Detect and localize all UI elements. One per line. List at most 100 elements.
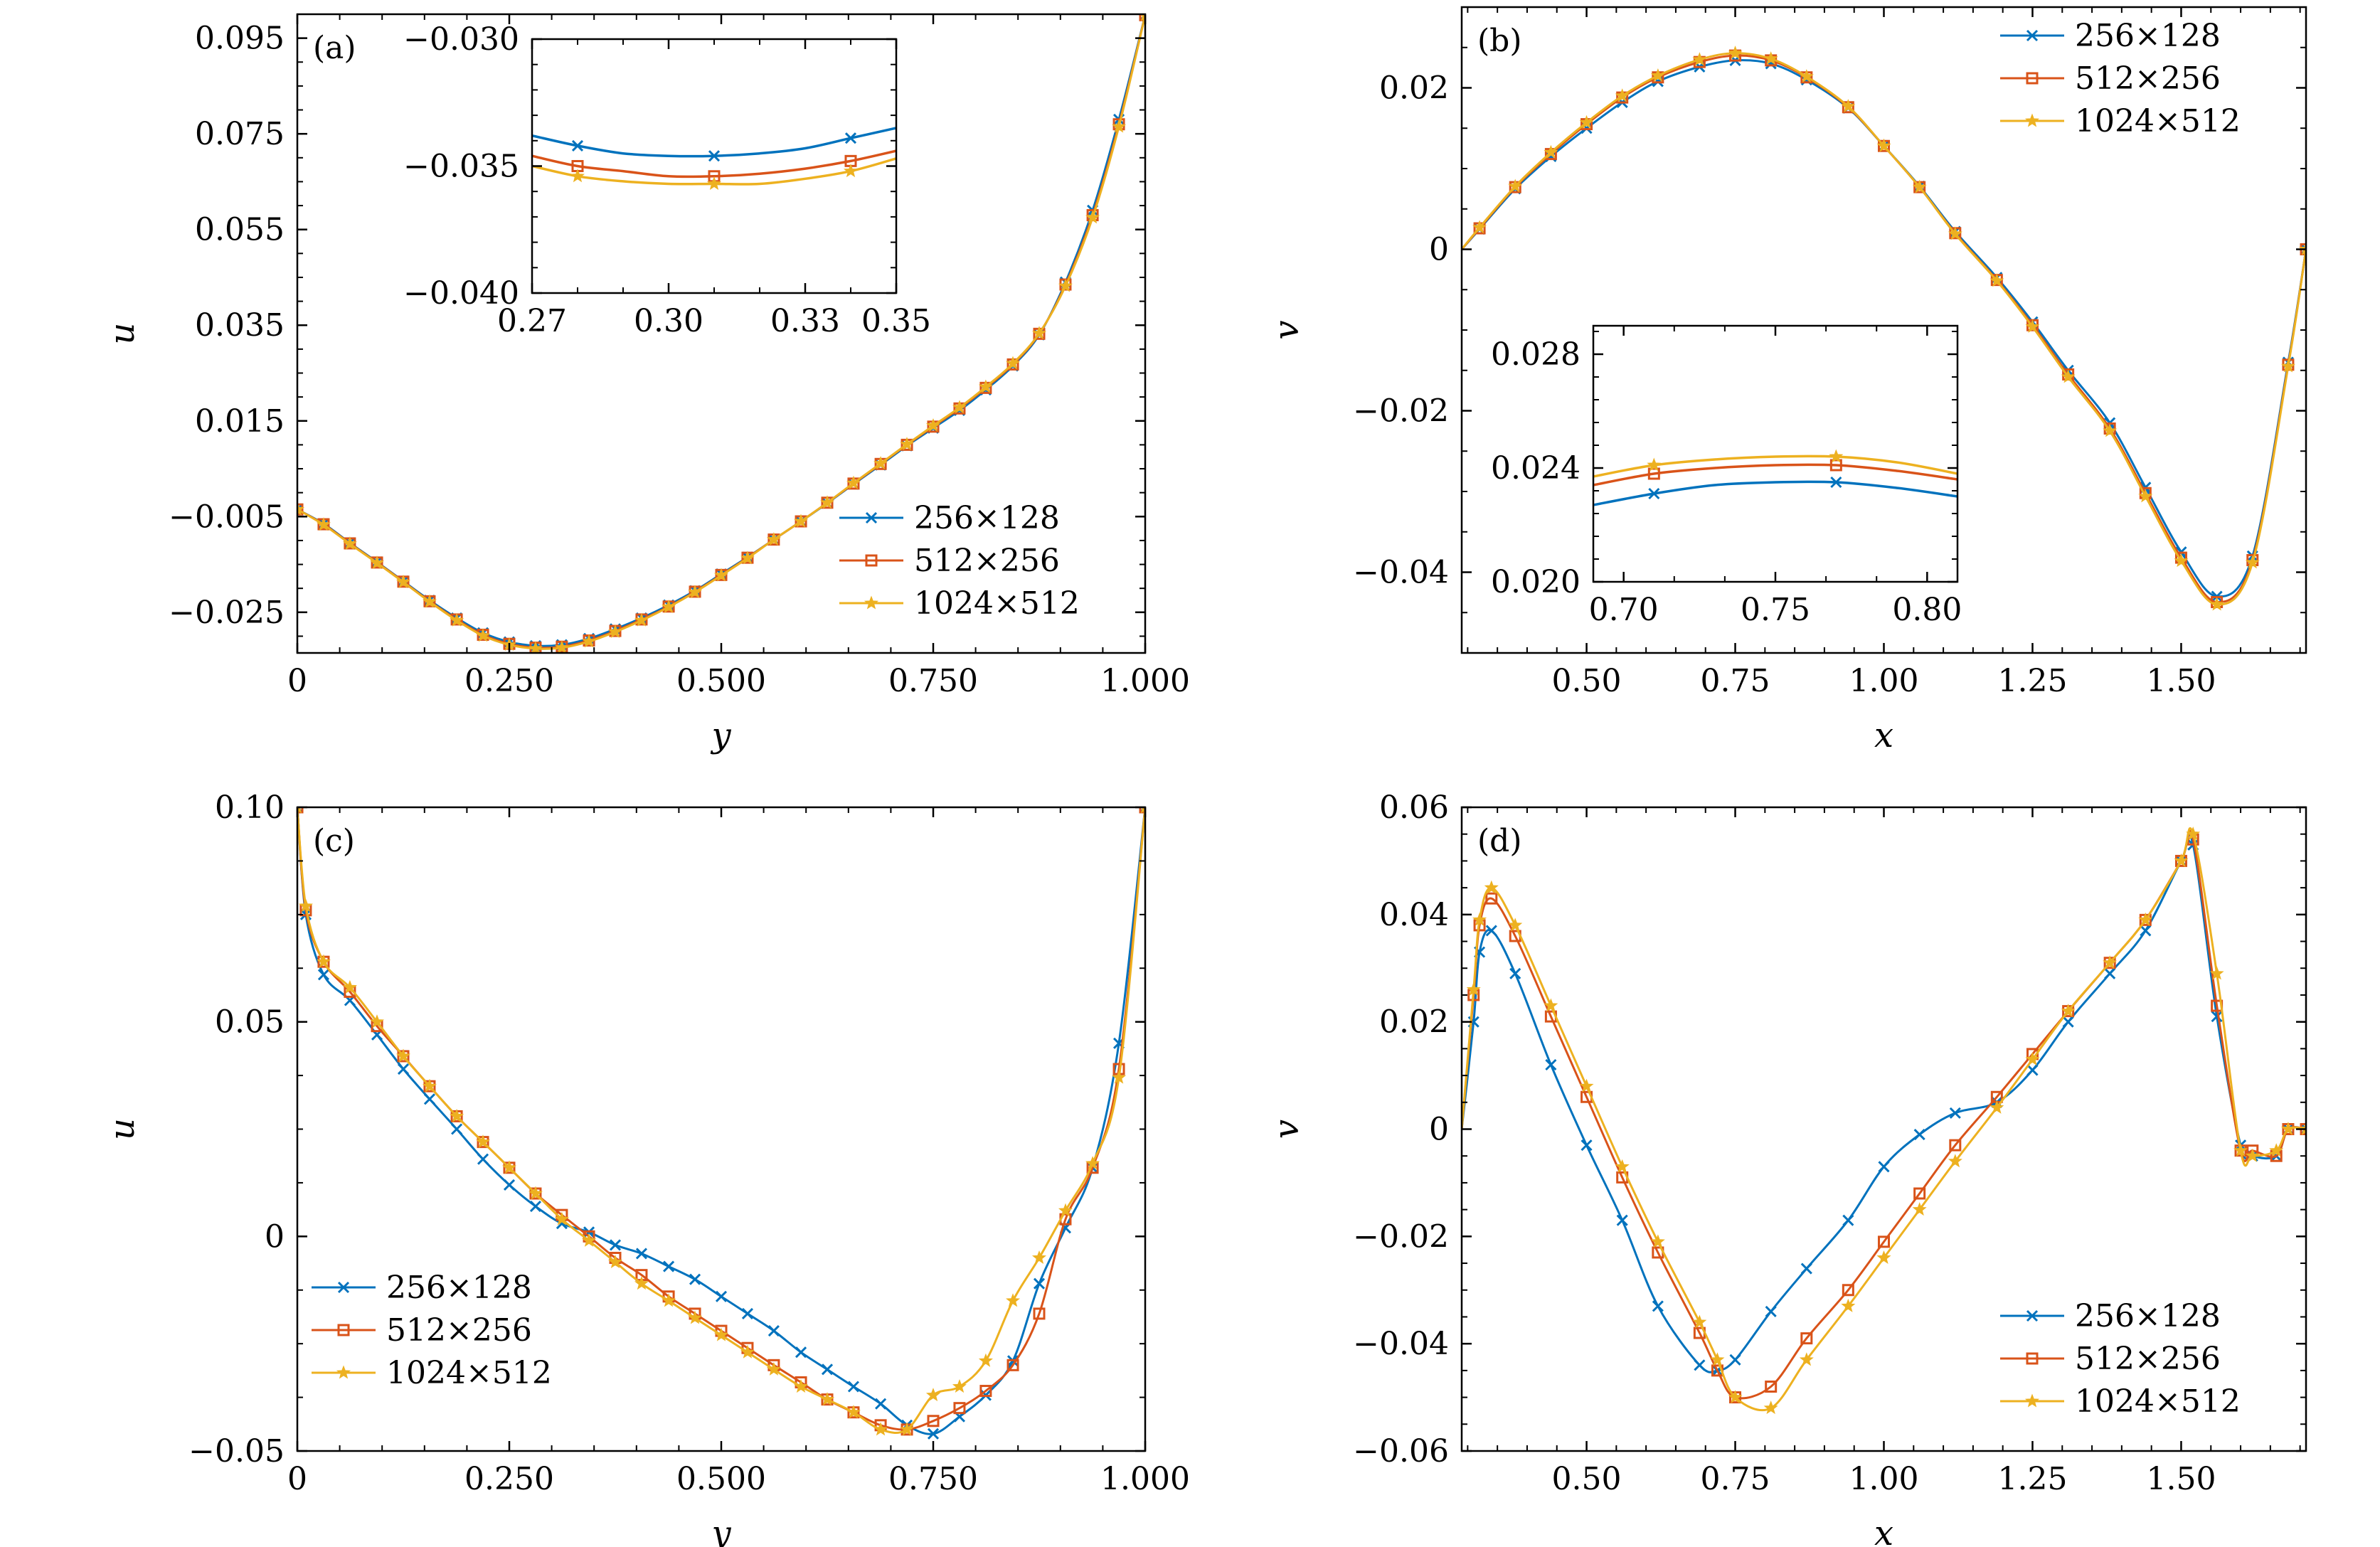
data-point	[979, 1385, 992, 1398]
y-tick-label: 0	[1429, 1112, 1449, 1148]
x-axis-label: x	[1874, 1514, 1893, 1547]
data-point	[1652, 1300, 1664, 1312]
data-point	[476, 1134, 491, 1149]
data-point	[1058, 1203, 1073, 1217]
y-axis-label: u	[102, 1118, 142, 1140]
data-point	[2025, 1051, 2040, 1065]
data-point	[607, 1255, 623, 1269]
data-point	[1650, 1234, 1665, 1248]
series-line-512×256	[1593, 463, 1957, 487]
data-point	[713, 568, 729, 582]
data-point	[795, 1346, 807, 1359]
data-point	[2245, 555, 2260, 569]
inset-background	[1593, 326, 1957, 582]
data-point	[1579, 115, 1594, 129]
data-point	[1545, 1058, 1557, 1071]
data-point	[528, 641, 543, 653]
legend-marker	[865, 511, 878, 524]
panel-a: 0 0.250 0.500 0.750 1.000 −0.025 −0.005 0.015 0.…	[102, 13, 1190, 755]
y-tick-label: −0.06	[1353, 1433, 1449, 1469]
data-point	[1139, 14, 1145, 21]
data-point	[1949, 1107, 1961, 1119]
y-tick-label: 0.015	[195, 403, 285, 440]
data-point	[925, 1388, 941, 1402]
data-point	[476, 628, 491, 642]
y-axis-label: u	[102, 323, 142, 345]
legend-label: 1024×512	[2075, 1383, 2241, 1420]
data-point	[1692, 1314, 1707, 1329]
data-point	[1948, 1154, 1962, 1168]
y-tick-label: 0.05	[215, 1004, 285, 1041]
data-point	[2062, 1016, 2074, 1028]
x-tick-label: 0.70	[1589, 592, 1659, 628]
legend-label: 1024×512	[386, 1355, 552, 1391]
data-point	[1466, 982, 1481, 996]
data-point	[395, 574, 411, 588]
data-point	[1508, 918, 1523, 932]
data-point	[1031, 326, 1047, 340]
panel-label: (b)	[1477, 23, 1522, 59]
data-point	[900, 1422, 915, 1436]
data-point	[1949, 1139, 1962, 1152]
data-point	[1692, 52, 1707, 66]
y-tick-label: 0.028	[1491, 336, 1581, 373]
data-point	[794, 514, 809, 528]
data-point	[1484, 880, 1499, 894]
data-point	[609, 1239, 622, 1251]
data-point	[342, 979, 357, 994]
data-point	[2174, 853, 2189, 867]
y-tick-label: 0.024	[1491, 450, 1581, 487]
data-point	[1876, 138, 1891, 152]
data-point	[342, 536, 357, 551]
x-tick-label: 0	[287, 663, 307, 699]
data-point	[528, 1186, 543, 1200]
x-tick-label: 0.500	[676, 663, 766, 699]
data-point	[846, 475, 861, 489]
data-point	[477, 1153, 489, 1165]
data-point	[570, 169, 585, 183]
data-point	[582, 634, 597, 648]
y-tick-label: −0.05	[188, 1433, 285, 1469]
data-point	[316, 954, 331, 968]
data-point	[297, 501, 305, 516]
data-point	[1033, 1307, 1046, 1320]
legend-marker	[337, 1324, 350, 1336]
data-point	[1616, 1214, 1628, 1226]
data-point	[2138, 912, 2153, 926]
x-tick-label: 0.35	[861, 303, 931, 339]
data-point	[1085, 210, 1100, 224]
data-point	[1485, 925, 1497, 937]
legend-marker	[2026, 1352, 2039, 1365]
data-point	[2061, 369, 2076, 383]
data-point	[503, 1179, 516, 1191]
series-markers-1024×512	[1472, 46, 2306, 611]
data-point	[706, 176, 722, 191]
data-point	[2209, 597, 2224, 611]
legend: 256×128 512×256 1024×512	[312, 1270, 552, 1391]
data-point	[1508, 179, 1523, 193]
panel-label: (d)	[1477, 823, 1522, 859]
legend-marker	[337, 1281, 350, 1294]
data-point	[978, 1353, 993, 1367]
y-tick-label: 0.02	[1379, 1004, 1449, 1041]
data-point	[741, 1307, 754, 1319]
data-point	[1878, 1161, 1890, 1173]
data-point	[501, 1160, 517, 1174]
data-point	[662, 599, 676, 613]
data-point	[2104, 967, 2116, 979]
data-point	[1485, 892, 1498, 905]
data-point	[1841, 1298, 1856, 1312]
series-markers-512×256	[1647, 459, 1842, 480]
panel-label: (a)	[313, 30, 356, 66]
legend-label: 1024×512	[914, 585, 1080, 622]
data-point	[1139, 14, 1145, 21]
data-point	[1913, 1128, 1925, 1141]
legend-marker	[2026, 1309, 2039, 1322]
data-point	[1765, 1305, 1777, 1317]
y-tick-label: −0.04	[1353, 555, 1449, 591]
x-tick-label: 0.30	[634, 303, 703, 339]
data-point	[1647, 467, 1660, 480]
data-point	[1728, 46, 1743, 60]
data-point	[1912, 179, 1927, 193]
data-point	[1112, 1070, 1127, 1084]
